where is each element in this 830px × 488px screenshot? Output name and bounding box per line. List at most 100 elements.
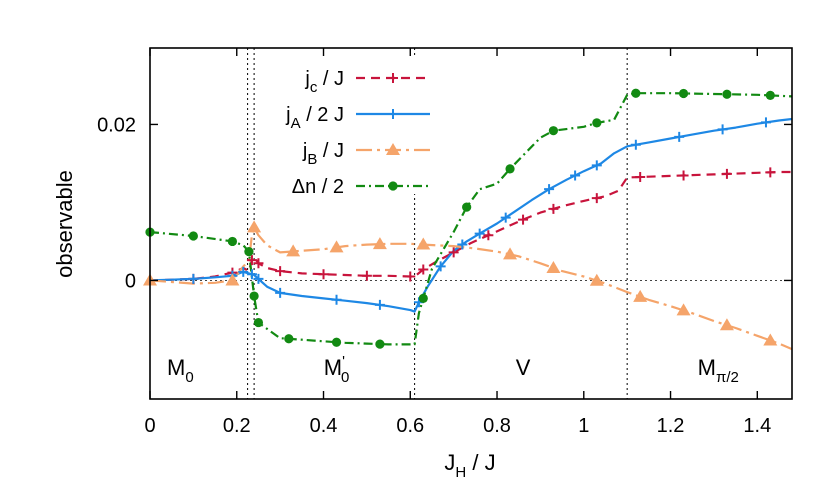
series-3-marker: [589, 273, 604, 286]
series-3-marker: [546, 260, 561, 273]
series-1-marker: [418, 264, 429, 275]
series-4-marker: [765, 90, 775, 100]
region-label: Mπ/2: [698, 355, 739, 386]
series-1-marker: [548, 203, 559, 214]
series-3-marker: [763, 333, 778, 346]
series-1-marker: [253, 258, 264, 269]
series-1-marker: [635, 172, 646, 183]
legend-marker-4: [388, 181, 398, 191]
series-4-marker: [188, 231, 198, 241]
series-2-marker: [331, 294, 342, 305]
series-2-marker: [544, 184, 555, 195]
axis-labels: JH / J observable: [52, 170, 496, 481]
x-tick-label: 0.2: [223, 415, 251, 437]
series-1-marker: [518, 214, 529, 225]
series-2-marker: [246, 269, 257, 280]
series-1-marker: [483, 230, 494, 241]
legend-marker-3: [386, 143, 400, 155]
y-axis-label: observable: [52, 170, 77, 278]
series-4-marker: [722, 89, 732, 99]
series-line-1: [149, 170, 792, 282]
series-4-marker: [631, 88, 641, 98]
y-tick-label: 0: [125, 270, 136, 292]
series-4-marker: [462, 202, 472, 212]
series-4-marker: [331, 337, 342, 347]
series-line-2: [149, 117, 793, 313]
series-3-marker: [286, 244, 301, 257]
series-2-marker: [253, 273, 264, 284]
series-1-marker: [405, 271, 416, 282]
x-tick-label: 0.6: [396, 415, 424, 437]
x-tick-label: 1: [578, 415, 589, 437]
region-label: V: [516, 355, 531, 380]
series-2-marker: [717, 124, 728, 135]
series-2-marker: [275, 287, 286, 298]
series-4-marker: [505, 164, 515, 174]
legend-marker-1: [388, 73, 398, 83]
series-4-marker: [227, 236, 238, 247]
x-axis-label: JH / J: [444, 450, 495, 481]
series-1-marker: [721, 168, 732, 179]
series-1-marker: [765, 167, 776, 178]
series-3-marker: [247, 220, 262, 233]
series-2-marker: [760, 117, 771, 128]
legend: jc / J jA / 2 J jB / J Δn / 2: [262, 56, 438, 198]
series-2-marker: [570, 170, 581, 181]
x-tick-label: 1.2: [657, 415, 685, 437]
series-4-marker: [249, 291, 259, 301]
series-4-marker: [592, 118, 602, 128]
series-3-marker: [329, 240, 344, 253]
series-1-marker: [246, 255, 257, 266]
series-3-marker: [416, 237, 431, 250]
legend-label-2: jA / 2 J: [285, 104, 344, 132]
series-3-marker: [676, 303, 691, 316]
series-1-marker: [448, 247, 459, 258]
region-labels: M0 M' 0 V Mπ/2: [167, 353, 739, 386]
series-1-marker: [318, 269, 329, 280]
x-tick-label: 0: [144, 415, 155, 437]
region-label: M' 0: [324, 353, 350, 386]
series-1-marker: [275, 266, 286, 277]
markers: [143, 88, 778, 349]
legend-marker-2: [388, 109, 398, 119]
plot-content: [149, 48, 793, 399]
legend-label-1: jc / J: [304, 68, 344, 96]
series-3-marker: [503, 247, 518, 260]
series-1-marker: [678, 170, 689, 181]
series-2-marker: [374, 299, 385, 310]
y-tick-label: 0.02: [97, 114, 136, 136]
plot-frame: [149, 47, 793, 400]
series-1-marker: [591, 193, 602, 204]
series-2-marker: [457, 239, 468, 250]
series-4-marker: [375, 339, 385, 349]
series-3-marker: [225, 273, 240, 286]
series-1-marker: [361, 270, 372, 281]
series-4-marker: [418, 293, 428, 303]
series-4-marker: [678, 88, 689, 99]
series-2-marker: [474, 228, 485, 239]
x-tick-label: 1.4: [743, 415, 771, 437]
series-4-marker: [253, 317, 264, 328]
series-2-marker: [238, 266, 249, 277]
region-label: M0: [167, 355, 194, 386]
series-3-marker: [372, 237, 387, 250]
series-3-marker: [719, 318, 734, 331]
x-tick-label: 0.8: [483, 415, 511, 437]
series-4-marker: [284, 334, 294, 344]
series-line-4: [149, 92, 793, 346]
series-line-3: [149, 226, 793, 351]
series-4-marker: [244, 246, 254, 257]
legend-label-4: Δn / 2: [292, 176, 344, 198]
series-3-marker: [633, 289, 648, 302]
series-2-marker: [500, 212, 511, 223]
series-2-marker: [630, 139, 641, 150]
series-4-marker: [548, 126, 559, 136]
series-2-marker: [674, 131, 685, 142]
series-2-marker: [435, 261, 446, 272]
ticks: 0 0.2 0.4 0.6 0.8 1 1.2 1.4 0 0.02: [97, 48, 792, 437]
legend-label-3: jB / J: [302, 140, 344, 168]
series-2-marker: [188, 273, 199, 284]
series-2-marker: [591, 160, 602, 171]
x-tick-label: 0.4: [310, 415, 338, 437]
